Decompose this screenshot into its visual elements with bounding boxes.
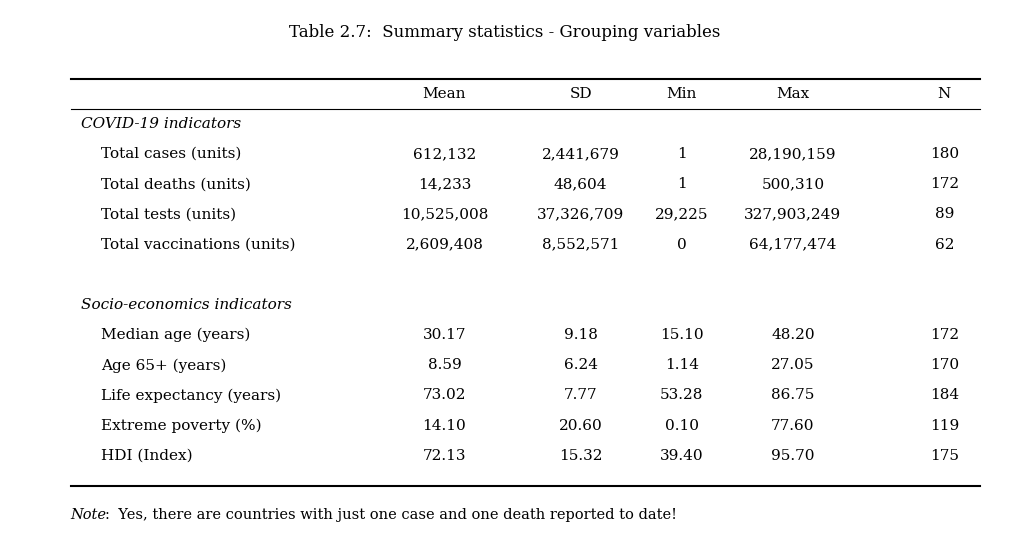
Text: 77.60: 77.60 [771,419,815,433]
Text: 327,903,249: 327,903,249 [744,207,841,222]
Text: Life expectancy (years): Life expectancy (years) [101,388,281,403]
Text: Yes, there are countries with just one case and one death reported to date!: Yes, there are countries with just one c… [109,508,677,522]
Text: 20.60: 20.60 [559,419,603,433]
Text: 48,604: 48,604 [554,178,607,191]
Text: 73.02: 73.02 [422,388,467,402]
Text: 28,190,159: 28,190,159 [749,147,836,161]
Text: N: N [937,87,951,101]
Text: 14.10: 14.10 [422,419,467,433]
Text: Mean: Mean [422,87,467,101]
Text: Max: Max [777,87,809,101]
Text: Total vaccinations (units): Total vaccinations (units) [101,238,296,251]
Text: 29,225: 29,225 [655,207,708,222]
Text: Total deaths (units): Total deaths (units) [101,178,250,191]
Text: 39.40: 39.40 [660,449,704,463]
Text: SD: SD [570,87,592,101]
Text: 89: 89 [934,207,954,222]
Text: Total cases (units): Total cases (units) [101,147,241,161]
Text: 30.17: 30.17 [422,328,467,342]
Text: Median age (years): Median age (years) [101,328,250,342]
Text: 62: 62 [934,238,954,251]
Text: HDI (Index): HDI (Index) [101,449,193,463]
Text: 500,310: 500,310 [762,178,824,191]
Text: 14,233: 14,233 [418,178,471,191]
Text: 1.14: 1.14 [665,358,699,372]
Text: 175: 175 [930,449,958,463]
Text: 8.59: 8.59 [427,358,462,372]
Text: 1: 1 [677,147,687,161]
Text: 7.77: 7.77 [564,388,598,402]
Text: Min: Min [667,87,697,101]
Text: Socio-economics indicators: Socio-economics indicators [81,298,292,312]
Text: 1: 1 [677,178,687,191]
Text: 95.70: 95.70 [771,449,815,463]
Text: 0.10: 0.10 [665,419,699,433]
Text: 15.32: 15.32 [559,449,603,463]
Text: :: : [104,508,109,522]
Text: Age 65+ (years): Age 65+ (years) [101,358,226,372]
Text: 37,326,709: 37,326,709 [537,207,624,222]
Text: 8,552,571: 8,552,571 [542,238,619,251]
Text: Total tests (units): Total tests (units) [101,207,236,222]
Text: 172: 172 [930,178,958,191]
Text: 10,525,008: 10,525,008 [401,207,488,222]
Text: Table 2.7:  Summary statistics - Grouping variables: Table 2.7: Summary statistics - Grouping… [289,24,721,41]
Text: 6.24: 6.24 [564,358,598,372]
Text: 2,609,408: 2,609,408 [405,238,484,251]
Text: 15.10: 15.10 [660,328,704,342]
Text: 64,177,474: 64,177,474 [749,238,836,251]
Text: 2,441,679: 2,441,679 [541,147,620,161]
Text: COVID-19 indicators: COVID-19 indicators [81,117,241,131]
Text: Extreme poverty (%): Extreme poverty (%) [101,419,262,433]
Text: 72.13: 72.13 [422,449,467,463]
Text: 184: 184 [930,388,958,402]
Text: 53.28: 53.28 [661,388,703,402]
Text: 27.05: 27.05 [771,358,815,372]
Text: 86.75: 86.75 [772,388,814,402]
Text: 9.18: 9.18 [564,328,598,342]
Text: Note: Note [71,508,107,522]
Text: 170: 170 [930,358,958,372]
Text: 48.20: 48.20 [771,328,815,342]
Text: 0: 0 [677,238,687,251]
Text: 612,132: 612,132 [413,147,476,161]
Text: 119: 119 [930,419,958,433]
Text: 172: 172 [930,328,958,342]
Text: 180: 180 [930,147,958,161]
